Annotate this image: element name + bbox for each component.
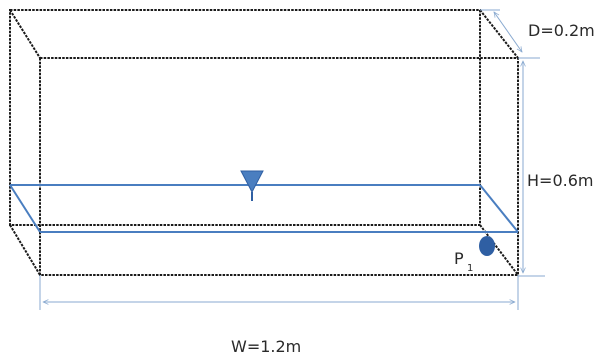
tank-front-face <box>39 57 519 276</box>
depth-label: D=0.2m <box>528 21 595 40</box>
width-dimension <box>39 275 519 310</box>
tank-depth-edges <box>9 9 519 276</box>
water-surface-icon <box>240 170 264 201</box>
width-label: W=1.2m <box>231 337 301 356</box>
pressure-point-dot-icon <box>479 236 495 256</box>
height-dimension <box>518 57 545 277</box>
pressure-point-label: P <box>454 249 464 268</box>
height-label: H=0.6m <box>527 171 593 190</box>
tank-back-face <box>9 9 481 226</box>
water-surface-plane <box>9 184 519 233</box>
pressure-point-subscript: 1 <box>467 263 473 274</box>
